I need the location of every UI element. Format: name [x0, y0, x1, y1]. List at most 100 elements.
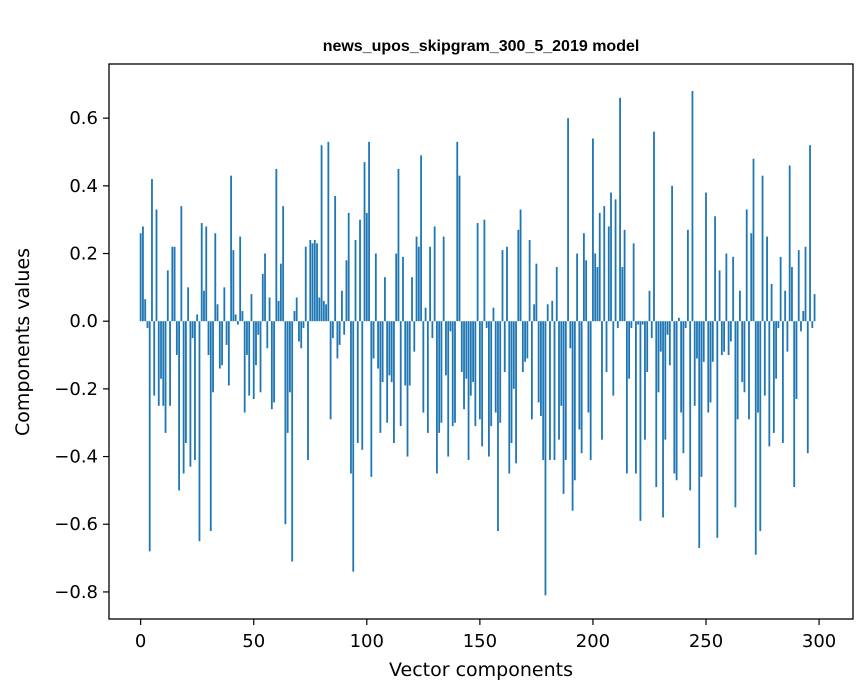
bar-48 [248, 321, 251, 396]
y-tick-label: −0.4 [54, 447, 98, 468]
x-tick-label: 300 [802, 631, 836, 652]
bar-182 [551, 300, 554, 322]
bar-18 [180, 206, 183, 322]
bar-42 [234, 314, 237, 322]
bar-105 [377, 321, 380, 369]
bar-271 [752, 158, 755, 322]
bar-199 [589, 321, 592, 460]
bar-97 [359, 219, 361, 322]
bar-257 [720, 321, 723, 356]
bar-88 [338, 321, 341, 345]
bar-260 [727, 321, 730, 356]
bar-90 [343, 321, 346, 335]
bar-243 [689, 321, 692, 491]
bar-138 [451, 321, 454, 427]
bar-133 [440, 321, 443, 423]
bar-209 [612, 321, 615, 396]
bar-236 [673, 321, 676, 474]
bar-125 [422, 321, 425, 413]
bar-31 [209, 321, 212, 532]
bar-187 [562, 321, 565, 494]
bar-19 [182, 321, 185, 474]
bar-69 [295, 297, 298, 322]
bar-218 [632, 243, 635, 322]
bar-67 [291, 321, 294, 562]
bar-289 [793, 321, 796, 488]
bar-22 [189, 321, 192, 467]
bar-287 [788, 165, 791, 322]
bar-41 [232, 250, 235, 322]
bar-10 [162, 321, 165, 406]
chart-title-line: news_upos_skipgram_300_5_2019 model [323, 38, 640, 55]
bar-175 [535, 263, 538, 322]
y-tick-label: −0.2 [54, 379, 98, 400]
bar-37 [223, 287, 226, 322]
bar-73 [304, 246, 307, 322]
bar-184 [555, 267, 558, 322]
bar-275 [761, 175, 764, 322]
bar-206 [605, 321, 608, 372]
bar-32 [212, 321, 214, 393]
bar-14 [171, 246, 174, 322]
bar-298 [813, 294, 816, 322]
bar-0 [139, 233, 142, 322]
bar-136 [447, 321, 450, 457]
bar-86 [334, 195, 337, 322]
bar-137 [449, 321, 452, 332]
bar-89 [341, 290, 343, 322]
bar-148 [474, 321, 477, 427]
bar-219 [635, 321, 637, 474]
bar-74 [307, 321, 309, 460]
bar-127 [426, 321, 429, 433]
bar-232 [664, 321, 667, 440]
bar-234 [668, 321, 671, 366]
bar-272 [754, 321, 757, 555]
bar-106 [379, 321, 382, 433]
bar-255 [716, 321, 719, 538]
bar-71 [300, 321, 303, 349]
bar-249 [702, 321, 705, 362]
bar-154 [488, 321, 490, 457]
bar-87 [336, 321, 339, 359]
bar-117 [404, 321, 407, 386]
bar-279 [770, 283, 773, 322]
bar-230 [659, 321, 662, 352]
bar-188 [564, 321, 567, 460]
bar-152 [483, 219, 486, 322]
bar-170 [524, 321, 526, 362]
bar-34 [216, 304, 219, 322]
bar-60 [275, 168, 278, 322]
bar-254 [714, 216, 716, 322]
bar-139 [454, 321, 456, 423]
x-tick-label: 150 [463, 631, 497, 652]
y-axis-ticks: −0.8 −0.6 −0.4 −0.2 0.0 0.2 0.4 0.6 [54, 108, 109, 603]
bar-53 [259, 321, 262, 393]
bar-214 [623, 229, 626, 322]
bar-191 [571, 321, 574, 511]
bar-158 [497, 321, 499, 532]
bar-2 [144, 299, 147, 322]
bar-11 [164, 321, 167, 433]
bar-149 [476, 223, 479, 322]
y-tick-label: 0.6 [69, 108, 98, 129]
bar-72 [302, 321, 305, 328]
bar-284 [781, 321, 784, 444]
bar-54 [261, 273, 264, 322]
bar-202 [596, 267, 599, 322]
bar-143 [463, 321, 465, 410]
bar-221 [639, 321, 642, 521]
bar-55 [264, 253, 266, 322]
bar-101 [368, 141, 370, 322]
bar-288 [791, 267, 793, 322]
bar-81 [322, 300, 325, 322]
bar-220 [637, 321, 640, 325]
bar-196 [582, 233, 585, 322]
bar-38 [225, 321, 228, 345]
bar-45 [241, 311, 244, 322]
bar-278 [768, 321, 771, 447]
bar-113 [395, 253, 398, 322]
bar-6 [153, 321, 156, 396]
bar-63 [282, 206, 285, 322]
bar-216 [628, 321, 631, 379]
bar-70 [298, 321, 300, 342]
